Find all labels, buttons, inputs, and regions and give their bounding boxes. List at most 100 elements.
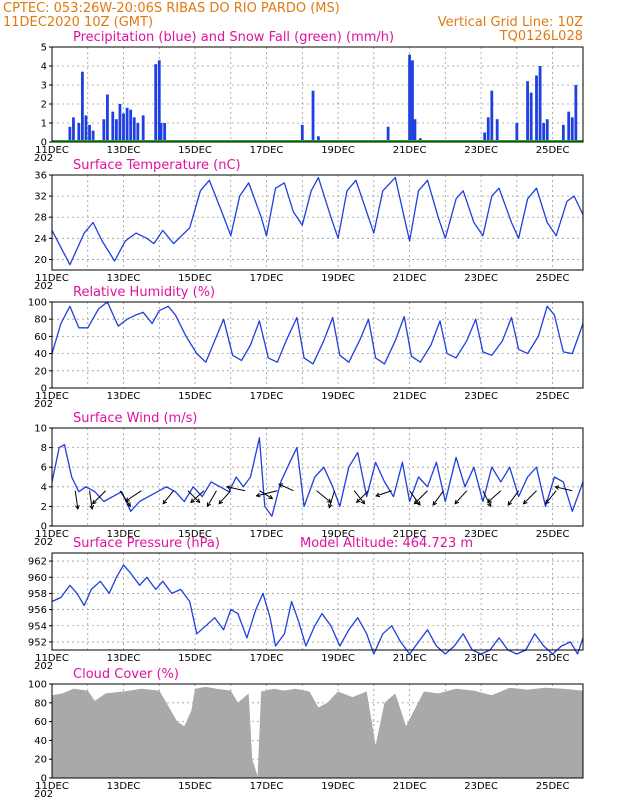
panel-title-temp: Surface Temperature (nC) xyxy=(73,158,241,173)
wind-arrowhead-1 xyxy=(89,504,95,510)
panel-precip: 0 1 2 3 4 5 11DEC 13DEC 15DEC 17DEC 19DEC 21DEC 23DE… xyxy=(34,30,584,164)
precip-bar-22 xyxy=(300,124,304,142)
ytick-label-1: 1 xyxy=(41,119,47,130)
ytick-label-4: 80 xyxy=(34,315,47,326)
xtick-label-5: 21DEC xyxy=(393,145,427,156)
wind-arrow-25 xyxy=(507,490,520,506)
ytick-label-3: 32 xyxy=(34,192,47,203)
panel-temp: 20 24 28 32 36 11DEC 13DEC 15DEC 17DEC 19DEC 21DEC… xyxy=(34,158,584,292)
wind-arrowhead-25 xyxy=(507,500,513,506)
wind-arrowhead-17 xyxy=(356,498,361,504)
ytick-label-3: 6 xyxy=(41,463,47,474)
ytick-label-2: 40 xyxy=(34,736,47,747)
panel-title-cloud: Cloud Cover (%) xyxy=(73,667,179,682)
xtick-label-3: 17DEC xyxy=(250,653,284,664)
ytick-label-0: 0 xyxy=(41,522,47,533)
precip-bar-6 xyxy=(91,130,95,142)
precip-bar-25 xyxy=(386,126,390,142)
precip-bar-20 xyxy=(159,123,163,142)
wind-arrow-26 xyxy=(523,490,537,505)
panel-title-precip: Precipitation (blue) and Snow Fall (gree… xyxy=(73,30,394,45)
wind-arrow-12 xyxy=(256,490,278,497)
wind-arrow-5 xyxy=(162,490,174,505)
xtick-label-2: 15DEC xyxy=(178,653,212,664)
ytick-label-5: 962 xyxy=(28,557,47,568)
precip-bar-41 xyxy=(561,124,565,142)
xtick-label-0: 11DEC xyxy=(35,529,69,540)
wind-arrow-13 xyxy=(278,483,294,492)
xtick-label-4: 19DEC xyxy=(321,529,355,540)
wind-arrowhead-19 xyxy=(416,500,421,506)
panel-frame-rh xyxy=(51,301,584,389)
xtick-label-1: 13DEC xyxy=(107,273,141,284)
panel-frame-cloud xyxy=(51,683,584,779)
panel-title-wind: Surface Wind (m/s) xyxy=(73,411,197,426)
ytick-label-5: 100 xyxy=(28,298,47,309)
wind-arrowhead-20 xyxy=(413,499,419,505)
temp-line xyxy=(51,176,584,266)
ytick-label-0: 0 xyxy=(41,384,47,395)
wind-arrowhead-8 xyxy=(206,502,212,508)
precip-bar-21 xyxy=(163,123,167,142)
wind-arrow-0 xyxy=(74,490,79,509)
ytick-label-4: 4 xyxy=(41,62,47,73)
wind-arrow-18 xyxy=(375,490,392,497)
xtick-year: 202 xyxy=(34,661,53,672)
wind-arrowhead-27 xyxy=(545,499,550,505)
xtick-label-3: 17DEC xyxy=(250,529,284,540)
xtick-label-1: 13DEC xyxy=(107,529,141,540)
wind-arrow-28 xyxy=(555,486,573,492)
ytick-label-2: 956 xyxy=(28,605,47,616)
panel-frame-pressure xyxy=(51,552,584,651)
xtick-label-1: 13DEC xyxy=(107,653,141,664)
wind-arrow-24 xyxy=(487,490,502,503)
ytick-label-3: 958 xyxy=(28,589,47,600)
precip-bar-24 xyxy=(316,136,320,142)
xtick-label-5: 21DEC xyxy=(393,391,427,402)
header-grid-note: Vertical Grid Line: 10Z xyxy=(438,15,583,30)
precip-bar-26 xyxy=(408,54,411,142)
ytick-label-4: 960 xyxy=(28,573,47,584)
xtick-label-5: 21DEC xyxy=(393,653,427,664)
precip-bar-33 xyxy=(495,119,499,142)
precip-bar-32 xyxy=(490,90,494,142)
ytick-label-5: 5 xyxy=(41,43,47,54)
xtick-label-7: 25DEC xyxy=(536,529,570,540)
precip-bar-34 xyxy=(515,123,519,142)
precip-bar-17 xyxy=(141,115,145,142)
wind-arrow-3 xyxy=(119,490,131,507)
wind-arrowhead-15 xyxy=(327,503,333,509)
panel-frame-temp xyxy=(51,174,584,271)
precip-bar-35 xyxy=(526,81,529,142)
precip-bar-9 xyxy=(111,111,115,142)
xtick-label-7: 25DEC xyxy=(536,145,570,156)
xtick-label-6: 23DEC xyxy=(464,273,498,284)
xtick-label-4: 19DEC xyxy=(321,391,355,402)
xtick-year: 202 xyxy=(34,399,53,410)
precip-bar-15 xyxy=(132,117,136,142)
precip-bar-8 xyxy=(106,94,109,142)
precip-bar-14 xyxy=(129,109,133,142)
xtick-year: 202 xyxy=(34,537,53,548)
cloud-area xyxy=(52,686,583,778)
panel-title-pressure: Surface Pressure (hPa) xyxy=(73,536,220,551)
ytick-label-0: 0 xyxy=(41,774,47,785)
precip-bar-4 xyxy=(84,115,88,142)
precip-bar-28 xyxy=(413,119,417,142)
precip-bar-42 xyxy=(567,111,571,142)
ytick-label-5: 100 xyxy=(28,680,47,691)
ytick-label-0: 20 xyxy=(34,255,47,266)
ytick-label-1: 20 xyxy=(34,366,47,377)
ytick-label-5: 10 xyxy=(34,424,47,435)
wind-arrow-2 xyxy=(92,490,106,505)
xtick-label-4: 19DEC xyxy=(321,781,355,792)
precip-bar-40 xyxy=(545,119,549,142)
wind-arrowhead-21 xyxy=(432,500,437,506)
xtick-label-4: 19DEC xyxy=(321,653,355,664)
wind-arrowhead-7 xyxy=(190,498,195,504)
xtick-label-5: 21DEC xyxy=(393,273,427,284)
xtick-label-0: 11DEC xyxy=(35,781,69,792)
ytick-label-0: 952 xyxy=(28,637,47,648)
precip-bar-27 xyxy=(411,60,414,142)
